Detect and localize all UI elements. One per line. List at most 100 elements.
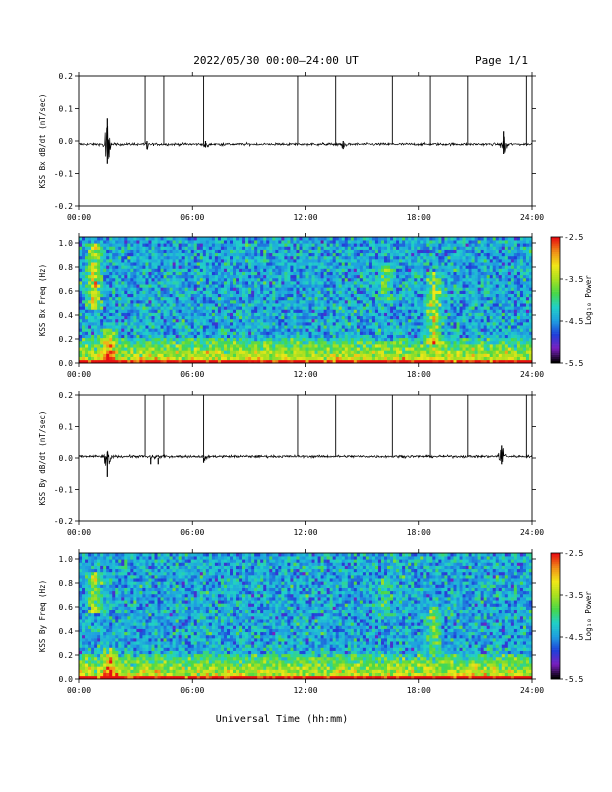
bx-spectrogram-cell	[248, 281, 252, 285]
bx-spectrogram-cell	[154, 274, 158, 279]
bx-spectrogram-cell	[151, 265, 155, 269]
bx-spectrogram-cell	[293, 359, 297, 364]
bx-spectrogram-cell	[444, 296, 448, 301]
bx-spectrogram-cell	[190, 353, 195, 357]
bx-spectrogram-cell	[148, 331, 152, 335]
bx-spectrogram-cell	[362, 325, 367, 329]
bx-spectrogram-cell	[136, 290, 140, 294]
bx-spectrogram-cell	[266, 356, 270, 361]
bx-spectrogram-cell	[226, 359, 231, 364]
bx-spectrogram-cell	[266, 303, 270, 307]
bx-spectrogram-cell	[405, 246, 409, 250]
bx-spectrogram-cell	[121, 344, 125, 348]
bx-spectrogram-cell	[100, 306, 104, 310]
bx-spectrogram-cell	[317, 287, 321, 291]
bx-spectrogram-cell	[230, 334, 234, 339]
bx-spectrogram-cell	[248, 237, 252, 241]
bx-spectrogram-cell	[133, 300, 137, 304]
bx-spectrogram-cell	[441, 255, 445, 260]
bx-spectrogram-cell	[226, 265, 231, 269]
bx-spectrogram-cell	[426, 300, 430, 304]
bx-spectrogram-cell	[426, 306, 430, 310]
bx-spectrogram-cell	[230, 255, 234, 260]
bx-spectrogram-cell	[106, 246, 110, 250]
bx-spectrogram-cell	[347, 246, 352, 250]
bx-spectrogram-cell	[323, 359, 327, 364]
bx-spectrogram-cell	[251, 284, 255, 288]
bx-spectrogram-cell	[208, 309, 213, 313]
bx-spectrogram-cell	[136, 347, 140, 351]
bx-spectrogram-cell	[242, 290, 246, 294]
bx-spectrogram-cell	[356, 300, 361, 304]
bx-spectrogram-cell	[317, 356, 321, 361]
bx-spectrogram-cell	[356, 265, 361, 269]
bx-spectrogram-cell	[281, 274, 285, 279]
bx-spectrogram-cell	[82, 359, 86, 364]
bx-spectrogram-cell	[314, 322, 318, 326]
bx-spectrogram-cell	[408, 293, 412, 298]
bx-spectrogram-cell	[112, 296, 116, 301]
bx-spectrogram-cell	[145, 309, 149, 313]
bx-spectrogram-cell	[290, 322, 294, 326]
bx-spectrogram-cell	[199, 309, 204, 313]
bx-spectrogram-cell	[172, 243, 176, 247]
bx-spectrogram-cell	[199, 350, 204, 354]
bx-spectrogram-cell	[205, 249, 210, 254]
bx-spectrogram-cell	[414, 356, 418, 361]
bx-spectrogram-cell	[444, 255, 448, 260]
bx-spectrogram-cell	[127, 309, 131, 313]
bx-spectrogram-cell	[193, 274, 198, 279]
bx-spectrogram-cell	[103, 303, 107, 307]
bx-spectrogram-cell	[127, 340, 131, 345]
bx-spectrogram-cell	[196, 344, 201, 348]
bx-spectrogram-cell	[223, 262, 228, 266]
bx-spectrogram-cell	[178, 268, 182, 272]
bx-spectrogram-cell	[184, 296, 189, 301]
bx-spectrogram-cell	[390, 262, 394, 266]
bx-spectrogram-cell	[371, 290, 376, 294]
bx-spectrogram-cell	[205, 262, 210, 266]
bx-spectrogram-cell	[254, 328, 258, 332]
bx-spectrogram-cell	[91, 350, 95, 354]
bx-spectrogram-cell	[393, 300, 397, 304]
bx-spectrogram-cell	[257, 262, 261, 266]
bx-spectrogram-cell	[121, 249, 125, 254]
bx-spectrogram-cell	[447, 246, 451, 250]
bx-spectrogram-cell	[97, 252, 101, 257]
bx-spectrogram-cell	[353, 262, 358, 266]
bx-spectrogram-cell	[302, 309, 306, 313]
bx-spectrogram-cell	[257, 318, 261, 323]
bx-spectrogram-cell	[329, 249, 333, 254]
bx-spectrogram-cell	[133, 284, 137, 288]
bx-spectrogram-cell	[396, 246, 400, 250]
bx-spectrogram-cell	[396, 315, 400, 320]
bx-spectrogram-cell	[196, 350, 201, 354]
bx-spectrogram-cell	[172, 265, 176, 269]
bx-spectrogram-cell	[408, 331, 412, 335]
bx-spectrogram-cell	[344, 246, 349, 250]
bx-spectrogram-cell	[263, 353, 267, 357]
bx-spectrogram-cell	[223, 306, 228, 310]
bx-spectrogram-cell	[353, 246, 358, 250]
bx-spectrogram-cell	[399, 337, 403, 342]
bx-spectrogram-cell	[145, 331, 149, 335]
bx-spectrogram-cell	[393, 255, 397, 260]
bx-spectrogram-cell	[396, 318, 400, 323]
bx-spectrogram-cell	[85, 312, 89, 317]
bx-spectrogram-cell	[175, 296, 179, 301]
bx-spectrogram-cell	[365, 309, 370, 313]
bx-spectrogram-cell	[97, 290, 101, 294]
bx-spectrogram-cell	[100, 356, 104, 361]
bx-spectrogram-cell	[393, 359, 397, 364]
bx-spectrogram-cell	[142, 340, 146, 345]
bx-spectrogram-cell	[230, 277, 234, 282]
bx-spectrogram-cell	[405, 277, 409, 282]
bx-spectrogram-cell	[139, 252, 143, 257]
bx-spectrogram-cell	[266, 243, 270, 247]
bx-spectrogram-cell	[205, 284, 210, 288]
bx-spectrogram-cell	[441, 284, 445, 288]
bx-spectrogram-cell	[163, 318, 167, 323]
bx-spectrogram-cell	[302, 331, 306, 335]
bx-spectrogram-cell	[290, 344, 294, 348]
bx-spectrogram-cell	[302, 347, 306, 351]
